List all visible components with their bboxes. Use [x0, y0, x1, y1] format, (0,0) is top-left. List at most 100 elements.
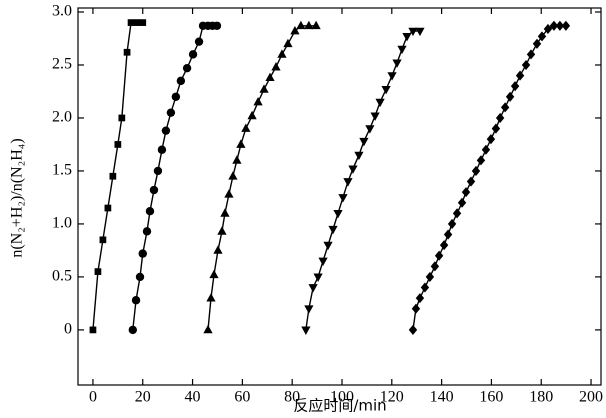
- marker: [203, 324, 213, 334]
- marker: [481, 144, 491, 155]
- marker: [333, 209, 343, 219]
- marker: [415, 27, 425, 37]
- marker: [153, 166, 163, 176]
- marker: [259, 84, 269, 93]
- marker: [109, 172, 117, 180]
- marker: [387, 72, 397, 81]
- marker: [561, 20, 571, 31]
- marker: [311, 20, 321, 30]
- x-tick-label: 200: [579, 389, 603, 406]
- marker: [348, 165, 358, 174]
- marker: [420, 282, 430, 293]
- marker: [521, 59, 531, 71]
- x-tick-label: 140: [430, 389, 454, 406]
- marker: [253, 97, 263, 106]
- marker: [194, 37, 204, 46]
- marker: [313, 273, 323, 282]
- marker: [457, 197, 467, 208]
- marker: [128, 325, 137, 335]
- marker: [370, 112, 380, 121]
- marker: [466, 176, 476, 187]
- x-tick-label: 40: [185, 389, 201, 406]
- y-axis-label: n(N₂+H₂)/n(N₂H₄): [9, 138, 26, 257]
- marker: [537, 31, 547, 42]
- marker: [127, 19, 135, 26]
- marker: [138, 249, 147, 258]
- marker: [471, 165, 481, 176]
- marker: [365, 125, 375, 134]
- marker: [343, 178, 353, 187]
- marker: [224, 189, 234, 198]
- plot-frame: [77, 7, 602, 386]
- series-line: [412, 25, 566, 330]
- x-tick-label: 80: [284, 389, 300, 406]
- marker: [220, 208, 230, 217]
- marker: [206, 293, 216, 302]
- marker: [304, 305, 314, 314]
- marker: [182, 63, 192, 73]
- marker: [161, 126, 171, 135]
- marker: [157, 145, 167, 154]
- x-tick-label: 20: [135, 389, 151, 406]
- marker: [301, 326, 311, 335]
- x-tick-label: 180: [529, 389, 553, 406]
- marker: [308, 284, 318, 293]
- marker: [375, 98, 385, 108]
- marker: [277, 49, 287, 58]
- marker: [133, 19, 141, 26]
- marker: [94, 268, 102, 275]
- marker: [338, 194, 348, 203]
- marker: [452, 208, 462, 219]
- x-tick-label: 60: [234, 389, 250, 406]
- y-tick-label: 1.0: [52, 215, 72, 232]
- marker: [543, 23, 553, 34]
- marker: [381, 85, 391, 95]
- marker: [500, 102, 510, 113]
- x-axis-label: 反应时间/min: [293, 397, 386, 415]
- marker: [510, 81, 520, 92]
- series-line: [132, 25, 217, 330]
- marker: [526, 49, 536, 60]
- marker: [515, 70, 525, 81]
- marker: [131, 296, 141, 305]
- marker: [304, 20, 314, 30]
- marker: [145, 207, 155, 216]
- marker: [415, 293, 425, 304]
- y-tick-label: 0.5: [52, 268, 72, 285]
- marker: [549, 20, 559, 31]
- marker: [402, 33, 412, 42]
- marker: [491, 123, 501, 134]
- marker: [411, 303, 421, 314]
- y-tick-label: 3.0: [52, 3, 72, 20]
- marker: [209, 269, 219, 279]
- marker: [354, 151, 364, 161]
- marker: [283, 38, 293, 48]
- series-line: [305, 30, 420, 330]
- marker: [296, 20, 306, 30]
- marker: [495, 112, 505, 124]
- y-tick-label: 0: [64, 321, 72, 338]
- marker: [532, 38, 542, 49]
- marker: [149, 185, 159, 195]
- marker: [290, 26, 300, 35]
- marker: [359, 137, 369, 147]
- marker: [443, 229, 453, 240]
- marker: [505, 91, 515, 102]
- marker: [425, 271, 435, 282]
- marker: [555, 20, 565, 31]
- marker: [397, 45, 407, 55]
- marker: [118, 114, 126, 122]
- series-line: [92, 21, 143, 330]
- marker: [318, 257, 328, 267]
- x-tick-label: 0: [89, 389, 97, 406]
- marker: [104, 204, 112, 212]
- x-tick-label: 160: [479, 389, 503, 406]
- marker: [461, 187, 471, 198]
- marker: [323, 241, 333, 251]
- y-tick-label: 1.5: [52, 162, 72, 179]
- marker: [123, 48, 131, 56]
- marker: [247, 110, 257, 120]
- marker: [171, 92, 181, 101]
